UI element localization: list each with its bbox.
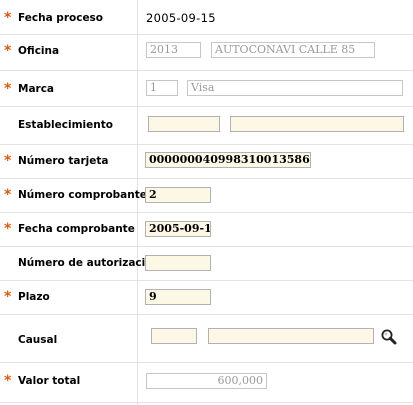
causal-label: Causal <box>18 334 58 346</box>
required-marker: * <box>4 373 12 389</box>
row-causal: Causal <box>0 315 413 363</box>
magnifier-icon[interactable] <box>380 328 398 346</box>
row-numero-comprobante: * Número comprobante 2 <box>0 179 413 213</box>
numero-tarjeta-input[interactable]: 0000000409983100135869 8 <box>145 152 311 168</box>
fecha-comprobante-label: Fecha comprobante <box>18 223 135 235</box>
numero-autorizacion-label: Número de autorización <box>18 257 160 269</box>
row-oficina: * Oficina 2013 AUTOCONAVI CALLE 85 <box>0 35 413 71</box>
required-marker: * <box>4 153 12 169</box>
plazo-label: Plazo <box>18 291 50 303</box>
fecha-proceso-value: 2005-09-15 <box>146 11 216 25</box>
row-valor-total: * Valor total 600,000 <box>0 363 413 403</box>
required-marker: * <box>4 289 12 305</box>
causal-name-input[interactable] <box>208 328 374 344</box>
fecha-comprobante-input[interactable]: 2005-09-15 <box>145 221 211 237</box>
row-numero-tarjeta: * Número tarjeta 0000000409983100135869 … <box>0 145 413 179</box>
valor-total-field: 600,000 <box>146 373 267 389</box>
row-fecha-proceso: * Fecha proceso 2005-09-15 <box>0 0 413 35</box>
establecimiento-name-input[interactable] <box>230 116 404 132</box>
row-establecimiento: Establecimiento <box>0 107 413 145</box>
required-marker: * <box>4 81 12 97</box>
oficina-code-field: 2013 <box>146 42 201 58</box>
valor-total-label: Valor total <box>18 375 81 387</box>
required-marker: * <box>4 221 12 237</box>
row-marca: * Marca 1 Visa <box>0 71 413 107</box>
numero-comprobante-input[interactable]: 2 <box>145 187 211 203</box>
required-marker: * <box>4 43 12 59</box>
marca-label: Marca <box>18 83 55 95</box>
row-plazo: * Plazo 9 <box>0 281 413 315</box>
row-numero-autorizacion: Número de autorización <box>0 247 413 281</box>
row-fecha-comprobante: * Fecha comprobante 2005-09-15 <box>0 213 413 247</box>
numero-autorizacion-input[interactable] <box>145 255 211 271</box>
causal-code-input[interactable] <box>151 328 197 344</box>
oficina-label: Oficina <box>18 45 60 57</box>
establecimiento-code-input[interactable] <box>148 116 220 132</box>
establecimiento-label: Establecimiento <box>18 119 113 131</box>
required-marker: * <box>4 187 12 203</box>
oficina-name-field: AUTOCONAVI CALLE 85 <box>211 42 375 58</box>
marca-code-field: 1 <box>146 80 178 96</box>
marca-name-field: Visa <box>187 80 403 96</box>
fecha-proceso-label: Fecha proceso <box>18 12 104 24</box>
numero-tarjeta-label: Número tarjeta <box>18 155 109 167</box>
column-divider <box>137 0 138 405</box>
required-marker: * <box>4 10 12 26</box>
numero-comprobante-label: Número comprobante <box>18 189 147 201</box>
plazo-input[interactable]: 9 <box>145 289 211 305</box>
